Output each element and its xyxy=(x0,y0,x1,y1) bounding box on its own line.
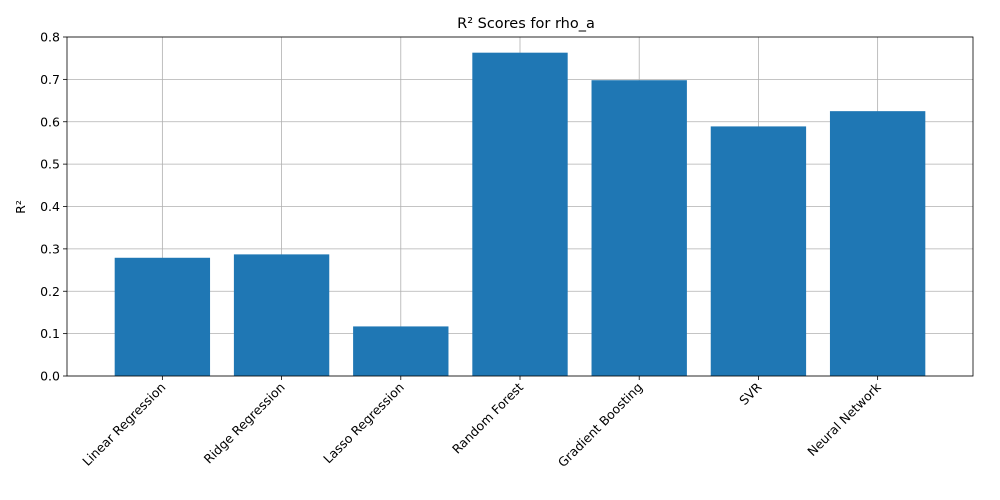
x-tick-label: Gradient Boosting xyxy=(555,380,646,471)
bar xyxy=(829,111,926,376)
y-axis-label: R² xyxy=(13,200,28,214)
y-tick-label: 0.1 xyxy=(40,326,60,341)
bar xyxy=(233,254,330,376)
bar xyxy=(114,257,211,376)
y-tick-label: 0.3 xyxy=(40,241,60,256)
bar xyxy=(591,80,687,376)
y-axis: 0.0 0.1 0.2 0.3 0.4 0.5 0.6 0.7 0.8 xyxy=(40,30,67,384)
y-tick-label: 0.7 xyxy=(40,72,60,87)
y-tick-label: 0.4 xyxy=(40,199,60,214)
x-tick-label: SVR xyxy=(736,379,765,408)
x-axis: Linear Regression Ridge Regression Lasso R… xyxy=(79,376,884,470)
bars xyxy=(114,52,926,377)
y-tick-label: 0.6 xyxy=(40,114,60,129)
y-tick-label: 0.8 xyxy=(40,30,60,45)
y-tick-label: 0.0 xyxy=(40,369,60,384)
bar xyxy=(710,126,807,376)
chart-title: R² Scores for rho_a xyxy=(457,16,595,32)
x-tick-label: Neural Network xyxy=(804,379,884,459)
bar xyxy=(353,326,449,376)
y-tick-label: 0.2 xyxy=(40,284,60,299)
x-tick-label: Linear Regression xyxy=(79,380,168,469)
bar xyxy=(472,52,568,377)
y-tick-label: 0.5 xyxy=(40,157,60,172)
plot-frame xyxy=(66,36,974,377)
x-tick-label: Random Forest xyxy=(449,379,526,456)
x-tick-label: Lasso Regression xyxy=(320,380,407,467)
x-tick-label: Ridge Regression xyxy=(201,380,288,467)
